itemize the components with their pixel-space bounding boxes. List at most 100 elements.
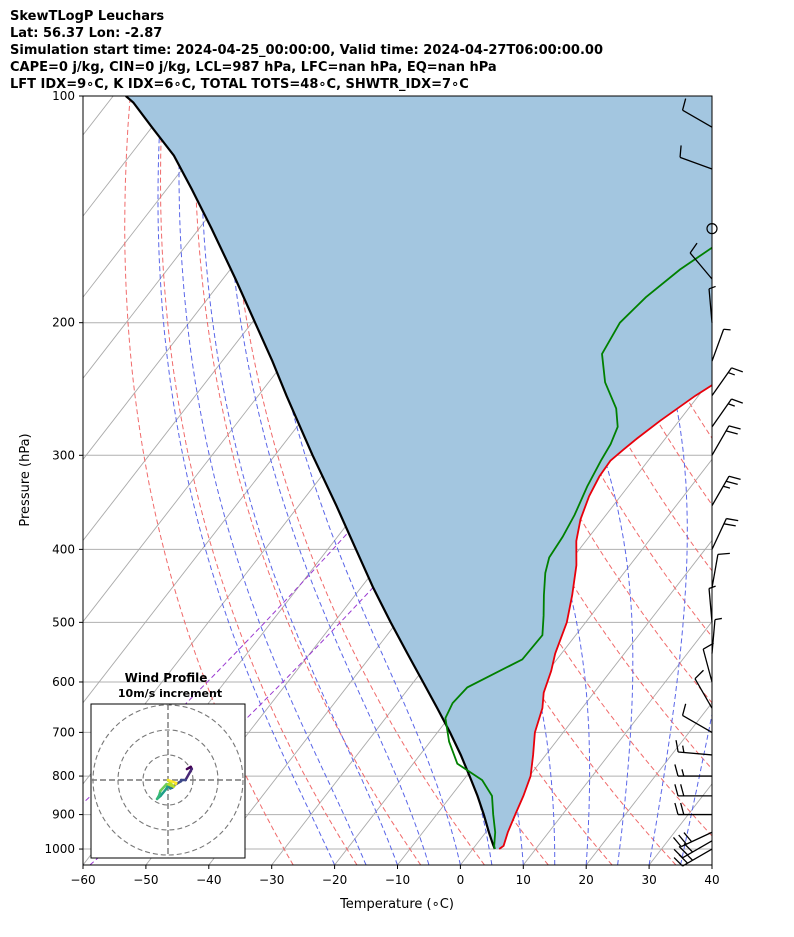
hodo-segment bbox=[159, 782, 168, 793]
barb-flag bbox=[717, 552, 730, 556]
calm-circle bbox=[706, 223, 718, 235]
x-tick-label: −50 bbox=[133, 873, 158, 887]
index-line: LFT IDX=9∘C, K IDX=6∘C, TOTAL TOTS=48∘C,… bbox=[10, 77, 469, 92]
x-tick-label: 0 bbox=[457, 873, 465, 887]
barb-staff bbox=[708, 588, 713, 623]
time-line: Simulation start time: 2024-04-25_00:00:… bbox=[10, 43, 603, 58]
moist-adiabat bbox=[711, 862, 712, 865]
wind-barb bbox=[674, 784, 712, 797]
chart-title: SkewTLogP Leuchars bbox=[10, 9, 165, 24]
x-tick-label: −10 bbox=[385, 873, 410, 887]
y-tick-label: 700 bbox=[52, 725, 75, 739]
isotherm bbox=[460, 539, 712, 865]
barb-flag bbox=[681, 703, 687, 716]
barb-staff bbox=[702, 648, 713, 683]
plot-area bbox=[83, 96, 794, 865]
x-tick-label: 10 bbox=[516, 873, 531, 887]
moist-adiabat bbox=[224, 96, 430, 865]
dry-adiabat bbox=[716, 96, 794, 865]
isotherm bbox=[334, 377, 712, 865]
barb-flag bbox=[714, 617, 722, 621]
barb-flag bbox=[674, 784, 679, 797]
dry-adiabat bbox=[124, 96, 294, 865]
wind-barb bbox=[711, 398, 744, 428]
wind-barb bbox=[708, 285, 716, 323]
wind-barb bbox=[674, 764, 712, 777]
barb-staff bbox=[682, 109, 713, 128]
wind-profile-inset bbox=[90, 703, 246, 859]
y-tick-label: 200 bbox=[52, 316, 75, 330]
barb-flag bbox=[674, 764, 679, 777]
wind-barb bbox=[674, 802, 712, 816]
wind-barb bbox=[711, 552, 730, 589]
barb-staff bbox=[711, 619, 716, 654]
wind-barb bbox=[694, 669, 713, 709]
barb-flag bbox=[728, 475, 741, 480]
barb-flag bbox=[680, 802, 685, 815]
barb-flag bbox=[725, 430, 738, 435]
x-tick-label: 30 bbox=[641, 873, 656, 887]
wind-barb bbox=[711, 617, 722, 654]
barb-flag bbox=[731, 398, 744, 404]
barb-staff bbox=[711, 398, 733, 428]
barb-flag bbox=[674, 802, 679, 815]
barb-flag bbox=[678, 834, 687, 845]
y-axis-label: Pressure (hPa) bbox=[18, 433, 33, 526]
dry-adiabat bbox=[781, 96, 794, 865]
hodo-segment bbox=[174, 781, 178, 786]
barb-flag bbox=[727, 403, 735, 407]
isotherm bbox=[83, 96, 303, 380]
y-tick-label: 600 bbox=[52, 675, 75, 689]
barb-staff bbox=[711, 329, 725, 362]
x-tick-label: −30 bbox=[259, 873, 284, 887]
wind-barb bbox=[706, 223, 718, 235]
barb-flag bbox=[727, 371, 735, 376]
barb-flag bbox=[723, 328, 731, 331]
x-tick-label: −40 bbox=[196, 873, 221, 887]
axes: −60 −50 −40 −30 −20 −10 0 10 20 30 40 100 200 300 400 5… bbox=[44, 89, 719, 887]
moist-adiabat bbox=[200, 96, 398, 865]
barb-staff bbox=[682, 714, 713, 733]
barb-staff bbox=[711, 367, 733, 397]
inset-subtitle: 10m/s increment bbox=[118, 687, 222, 700]
hodo-segment bbox=[159, 787, 168, 798]
isotherm bbox=[585, 702, 712, 865]
x-tick-label: −60 bbox=[70, 873, 95, 887]
y-tick-label: 800 bbox=[52, 769, 75, 783]
barb-staff bbox=[711, 518, 727, 550]
barb-staff bbox=[711, 554, 719, 589]
moist-adiabat bbox=[178, 96, 367, 865]
inset-title: Wind Profile bbox=[125, 671, 208, 685]
location-line: Lat: 56.37 Lon: -2.87 bbox=[10, 26, 163, 41]
barb-flag bbox=[675, 740, 679, 753]
barb-staff bbox=[708, 288, 713, 323]
x-tick-label: 40 bbox=[704, 873, 719, 887]
barb-flag bbox=[681, 98, 687, 111]
chart-header: SkewTLogP Leuchars Lat: 56.37 Lon: -2.87… bbox=[10, 8, 603, 93]
barb-flag bbox=[725, 480, 738, 486]
wind-barb bbox=[711, 475, 741, 507]
barb-staff bbox=[682, 848, 713, 867]
wind-barb bbox=[702, 642, 714, 683]
barb-flag bbox=[673, 848, 684, 859]
barb-flag bbox=[682, 745, 685, 753]
barb-flag bbox=[694, 669, 704, 680]
wind-barb bbox=[675, 740, 713, 756]
inset-plot bbox=[91, 704, 245, 858]
x-tick-label: 20 bbox=[579, 873, 594, 887]
hodo-segment bbox=[184, 767, 194, 782]
barb-flag bbox=[723, 523, 736, 527]
y-tick-label: 1000 bbox=[44, 842, 75, 856]
temperature-line bbox=[498, 384, 712, 850]
barb-flag bbox=[702, 642, 714, 650]
x-tick-label: −20 bbox=[322, 873, 347, 887]
isotherm bbox=[522, 620, 712, 865]
isotherm bbox=[83, 96, 240, 298]
wind-barb bbox=[681, 703, 713, 733]
wind-barb bbox=[679, 145, 713, 170]
x-axis-label: Temperature (∘C) bbox=[339, 897, 454, 912]
barb-flag bbox=[726, 517, 739, 522]
y-tick-label: 400 bbox=[52, 542, 75, 556]
dry-adiabat bbox=[227, 96, 485, 865]
